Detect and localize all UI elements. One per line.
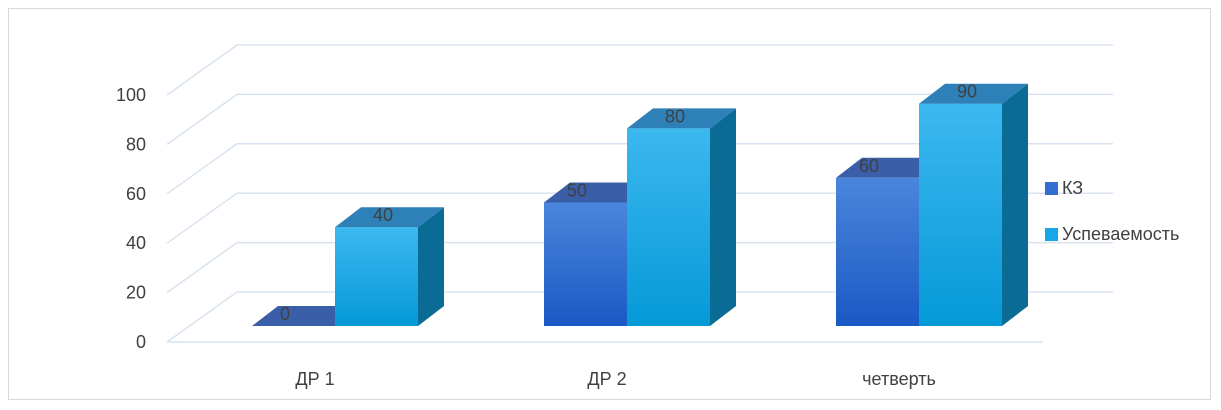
data-label: 80 [665,106,685,126]
data-label: 40 [373,205,393,225]
legend-swatch [1045,228,1058,241]
bar-top [335,207,444,228]
y-tick-label: 0 [136,332,146,352]
y-tick-label: 100 [116,85,146,105]
y-tick-label: 20 [126,283,146,303]
gridline [166,93,1113,146]
gridline [166,143,1113,195]
bar-front [836,177,919,326]
bar-side [710,108,736,327]
x-category-label: ДР 2 [587,369,626,389]
bar-top [627,108,736,129]
legend-swatch [1045,182,1058,195]
y-tick-label: 80 [126,134,146,154]
labels: 0 20 40 60 80 100 0 40 ДР 1 50 80 ДР 2 60 90 четверть [116,82,977,389]
bar-top [836,157,945,178]
data-label: 0 [280,304,290,324]
gridline [166,192,1113,244]
bar-front [544,202,627,326]
legend-label: КЗ [1062,178,1083,198]
bar-front [919,103,1002,326]
bar-top [252,306,361,326]
bar-top [919,83,1028,104]
gridline [166,241,1113,294]
data-label: 50 [567,181,587,201]
bar-top [544,182,653,203]
bar-front [335,227,418,326]
legend-label: Успеваемость [1062,224,1179,244]
bars [252,83,1028,327]
gridline [166,291,1113,343]
bar-side [1002,83,1028,326]
gridlines [166,44,1113,343]
x-category-label: четверть [862,369,936,389]
bar-front [627,128,710,326]
y-tick-label: 40 [126,233,146,253]
x-category-label: ДР 1 [295,369,334,389]
data-label: 60 [859,156,879,176]
gridline [166,44,1113,96]
y-tick-label: 60 [126,184,146,204]
data-label: 90 [957,82,977,102]
bar-side [418,207,444,326]
legend: КЗ Успеваемость [1045,178,1179,244]
